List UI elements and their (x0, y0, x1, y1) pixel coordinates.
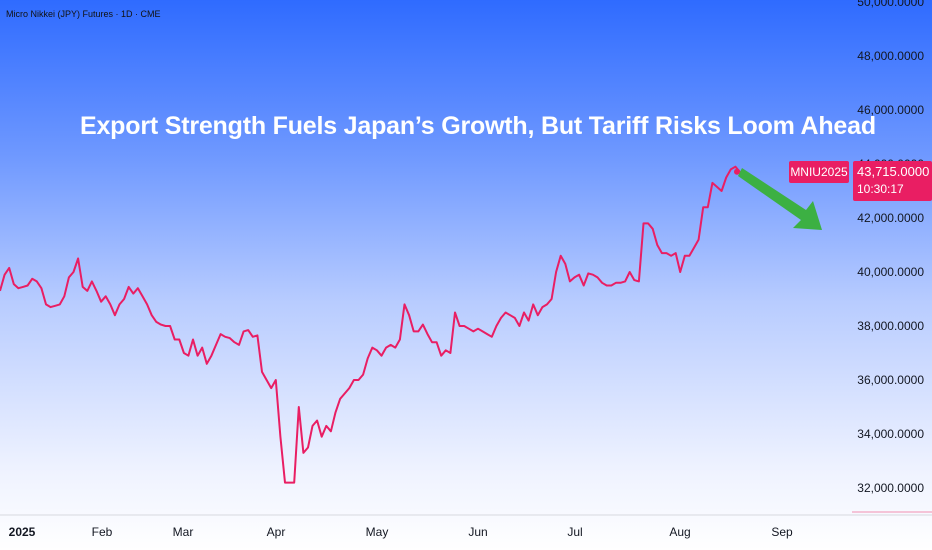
x-tick-label: Mar (173, 525, 194, 539)
x-tick-label: Apr (267, 525, 286, 539)
symbol-title: Micro Nikkei (JPY) Futures · 1D · CME (6, 9, 161, 19)
last-price-dot (734, 168, 740, 175)
y-tick-label: 40,000.0000 (857, 265, 924, 279)
badge-ticker: MNIU2025 (789, 161, 849, 183)
x-tick-label: Sep (771, 525, 793, 539)
headline-text: Export Strength Fuels Japan’s Growth, Bu… (80, 112, 876, 140)
price-line (0, 165, 741, 484)
y-tick-label: 48,000.0000 (857, 49, 924, 63)
y-tick-label: 50,000.0000 (857, 0, 924, 9)
y-tick-label: 32,000.0000 (857, 481, 924, 495)
x-tick-label: May (366, 525, 389, 539)
x-tick-label: Feb (92, 525, 113, 539)
badge-price-box: 43,715.0000 10:30:17 (853, 161, 932, 201)
forecast-arrow (738, 168, 822, 230)
y-tick-label: 34,000.0000 (857, 427, 924, 441)
y-tick-label: 46,000.0000 (857, 103, 924, 117)
badge-countdown: 10:30:17 (857, 182, 904, 196)
y-tick-label: 42,000.0000 (857, 211, 924, 225)
x-tick-label: 2025 (9, 525, 36, 539)
x-tick-label: Aug (669, 525, 690, 539)
y-tick-label: 36,000.0000 (857, 373, 924, 387)
badge-price: 43,715.0000 (857, 164, 930, 179)
x-tick-label: Jun (468, 525, 487, 539)
y-tick-label: 38,000.0000 (857, 319, 924, 333)
x-tick-label: Jul (567, 525, 582, 539)
